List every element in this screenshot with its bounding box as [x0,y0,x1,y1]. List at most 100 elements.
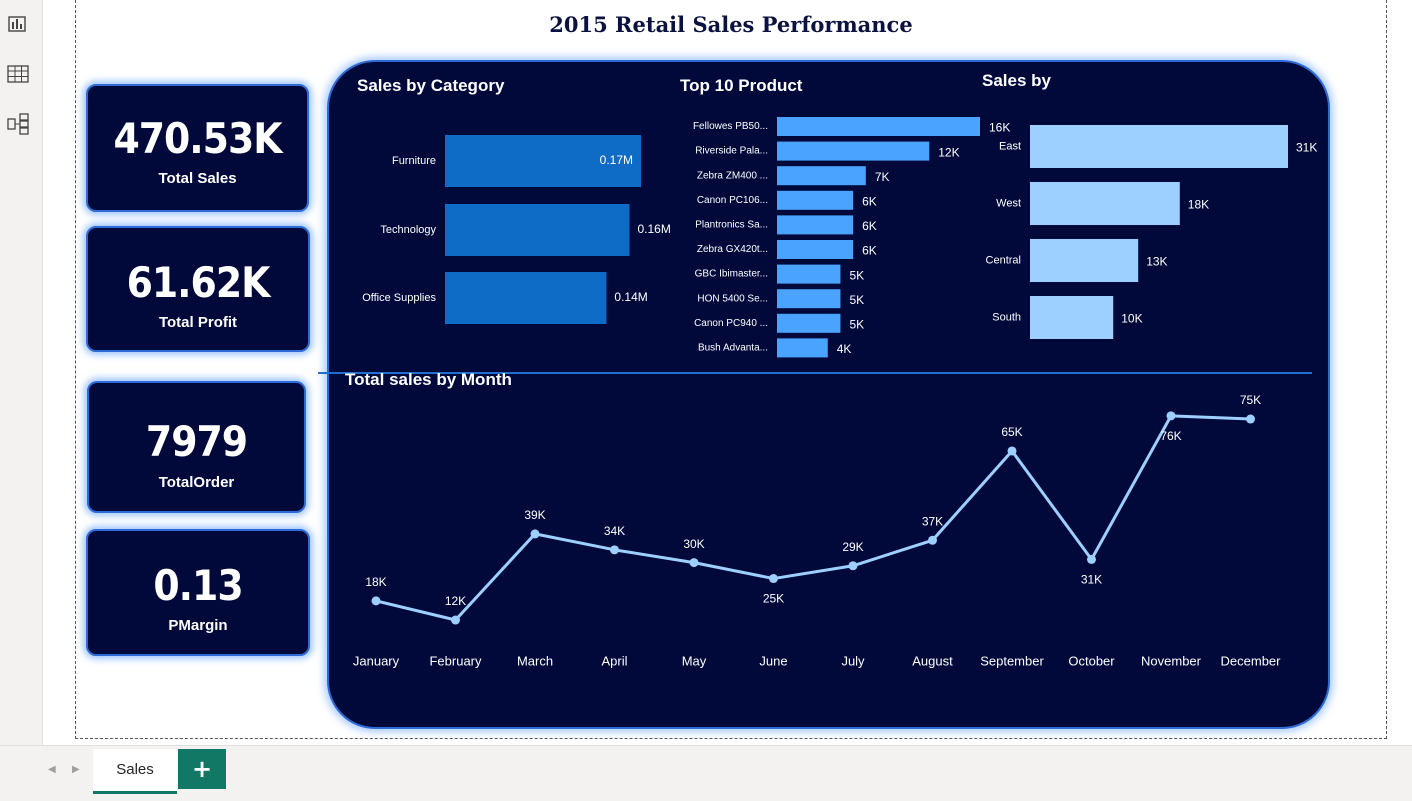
region-bar [1030,296,1114,339]
prev-page-arrow-icon[interactable]: ◀ [48,764,56,775]
report-title: 2015 Retail Sales Performance [549,12,913,37]
kpi-label: Total Profit [158,314,238,331]
month-point [530,529,540,539]
region-label: Central [986,254,1021,266]
month-axis-label: February [429,653,482,668]
product-bar [777,215,854,235]
month-value-label: 37K [922,514,943,528]
category-label: Technology [380,224,436,236]
month-value-label: 75K [1240,393,1261,407]
month-sales-line [375,414,1251,622]
month-value-label: 76K [1160,429,1181,443]
product-bar [777,117,980,136]
kpi-card-total-profit[interactable]: 61.62K Total Profit [86,226,310,352]
category-value-label: 0.17M [600,153,633,167]
kpi-value: 470.53K [113,114,282,163]
month-point [451,615,460,625]
product-bar [777,338,828,358]
kpi-label: TotalOrder [158,474,235,491]
month-axis-label: July [841,653,865,668]
region-value-label: 18K [1188,198,1209,212]
add-page-button[interactable]: + [178,749,226,789]
product-label: Fellowes PB50... [693,121,768,132]
region-value-label: 31K [1296,141,1317,155]
product-value-label: 5K [849,268,864,282]
month-value-label: 30K [683,537,704,551]
product-bar [777,190,854,210]
product-value-label: 5K [849,317,864,331]
month-axis-label: August [912,653,953,668]
product-bar [777,289,841,309]
month-axis-label: April [601,653,627,668]
month-axis-label: June [759,653,787,668]
month-value-label: 25K [763,592,784,606]
region-value-label: 10K [1121,312,1142,326]
product-value-label: 12K [938,145,959,159]
product-value-label: 16K [989,121,1010,135]
product-bar [777,166,866,186]
month-point [769,574,778,584]
kpi-card-total-sales[interactable]: 470.53K Total Sales [86,84,309,212]
chart-title-top-10-product: Top 10 Product [680,76,803,95]
product-label: Bush Advanta... [698,343,768,354]
product-value-label: 5K [849,293,864,307]
product-bar [777,240,854,259]
kpi-label: Total Sales [158,170,237,187]
report-view-icon[interactable] [6,12,30,36]
month-point [1087,554,1096,564]
kpi-card-pmargin[interactable]: 0.13 PMargin [86,529,310,656]
model-view-icon[interactable] [6,112,30,136]
region-label: South [992,311,1021,323]
month-value-label: 34K [604,524,625,538]
product-label: HON 5400 Se... [697,293,768,304]
region-value-label: 13K [1146,255,1167,269]
product-value-label: 7K [875,170,890,184]
product-label: Canon PC940 ... [694,318,768,329]
month-point [848,561,858,571]
product-bar [777,264,841,284]
month-value-label: 39K [524,508,545,522]
region-bar [1030,239,1139,282]
month-value-label: 18K [365,575,386,589]
next-page-arrow-icon[interactable]: ▶ [72,764,80,775]
chart-title-sales-by-category: Sales by Category [357,76,505,95]
category-label: Office Supplies [362,292,436,304]
product-value-label: 6K [862,194,877,208]
category-bar [445,135,641,187]
month-point [1166,411,1176,421]
month-value-label: 12K [445,594,466,608]
category-label: Furniture [392,155,436,167]
tab-sales[interactable]: Sales [93,749,177,794]
category-bar [445,272,607,324]
month-point [689,558,699,568]
category-value-label: 0.16M [637,222,670,236]
chart-title-sales-by-region: Sales by [982,71,1051,90]
product-value-label: 4K [837,342,852,356]
product-label: Canon PC106... [697,195,768,206]
month-axis-label: May [682,653,707,668]
category-value-label: 0.14M [614,290,647,304]
month-value-label: 65K [1001,425,1022,439]
category-bar [445,204,630,256]
product-label: Riverside Pala... [695,146,768,157]
month-axis-label: December [1221,653,1282,668]
month-point [610,545,619,555]
table-view-icon[interactable] [6,62,30,86]
product-label: Zebra GX420t... [697,244,768,255]
kpi-value: 61.62K [126,258,271,307]
month-axis-label: March [517,653,553,668]
product-label: Plantronics Sa... [695,220,768,231]
kpi-value: 7979 [145,417,248,466]
kpi-card-total-order[interactable]: 7979 TotalOrder [87,381,306,513]
month-point [1246,414,1255,424]
view-switcher-rail [0,0,43,800]
month-value-label: 31K [1081,573,1102,587]
month-axis-label: September [980,653,1044,668]
month-point [928,535,937,545]
month-point [1007,446,1017,456]
section-divider [318,372,1312,374]
month-axis-label: January [353,653,400,668]
region-bar [1030,125,1288,168]
product-label: Zebra ZM400 ... [697,170,768,181]
product-value-label: 6K [862,244,877,258]
